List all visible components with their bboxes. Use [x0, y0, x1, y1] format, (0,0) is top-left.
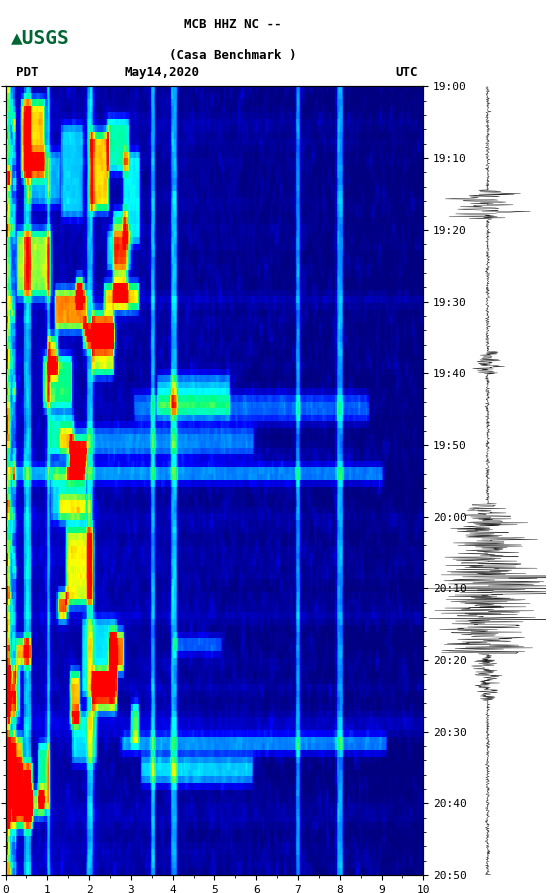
Text: May14,2020: May14,2020: [125, 66, 199, 79]
Text: (Casa Benchmark ): (Casa Benchmark ): [169, 49, 296, 62]
Text: ▲USGS: ▲USGS: [11, 29, 70, 47]
Text: MCB HHZ NC --: MCB HHZ NC --: [184, 18, 282, 31]
Text: PDT: PDT: [17, 66, 39, 79]
Text: UTC: UTC: [395, 66, 417, 79]
